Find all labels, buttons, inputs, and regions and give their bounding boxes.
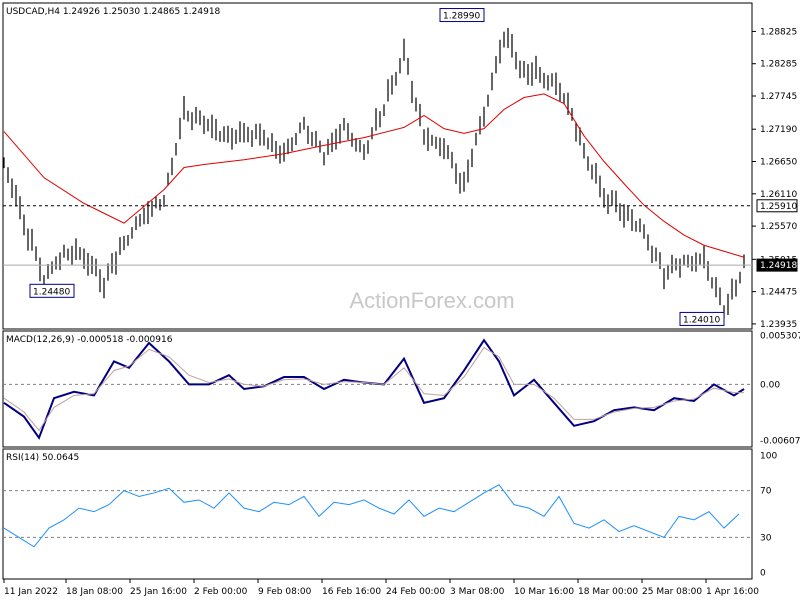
macd-y-tick-label: -0.006074 (760, 436, 800, 446)
rsi-y-tick-label: 0 (760, 569, 766, 579)
rsi-y-tick-label: 100 (760, 452, 777, 462)
macd-y-tick-label: 0.00 (760, 380, 780, 390)
annotation-label: 1.24480 (33, 287, 70, 297)
main-y-tick-label: 1.27745 (760, 92, 797, 102)
main-y-tick-label: 1.23935 (760, 320, 797, 330)
x-tick-label: 24 Feb 00:00 (386, 587, 445, 597)
annotation-label: 1.24010 (683, 315, 720, 325)
x-tick-label: 25 Mar 08:00 (642, 587, 702, 597)
main-header: USDCAD,H4 1.24926 1.25030 1.24865 1.2491… (6, 7, 221, 17)
x-tick-label: 3 Mar 08:00 (450, 587, 505, 597)
x-tick-label: 18 Jan 08:00 (66, 587, 123, 597)
x-tick-label: 16 Feb 16:00 (322, 587, 381, 597)
main-y-tick-label: 1.27190 (760, 125, 797, 135)
level_line-axis-label: 1.25910 (760, 202, 797, 212)
x-tick-label: 10 Mar 16:00 (514, 587, 574, 597)
rsi-y-tick-label: 30 (760, 533, 772, 543)
main-y-tick-label: 1.26110 (760, 190, 797, 200)
watermark: ActionForex.com (349, 288, 514, 313)
main-y-tick-label: 1.26650 (760, 158, 797, 168)
main-y-tick-label: 1.28285 (760, 60, 797, 70)
x-tick-label: 18 Mar 00:00 (578, 587, 638, 597)
annotation-label: 1.28990 (443, 12, 480, 22)
x-tick-label: 11 Jan 2022 (4, 587, 58, 597)
current_price-axis-label: 1.24918 (760, 261, 797, 271)
rsi-y-tick-label: 70 (760, 487, 772, 497)
x-tick-label: 2 Feb 00:00 (194, 587, 248, 597)
x-tick-label: 9 Feb 08:00 (258, 587, 312, 597)
price-annotation: 1.24480 (30, 284, 74, 297)
main-y-tick-label: 1.25570 (760, 222, 797, 232)
price-annotation: 1.24010 (680, 312, 724, 325)
main-y-tick-label: 1.28825 (760, 27, 797, 37)
main-y-tick-label: 1.24475 (760, 288, 797, 298)
price-annotation: 1.28990 (440, 9, 484, 22)
macd-y-tick-label: 0.005307 (760, 332, 800, 342)
x-tick-label: 25 Jan 16:00 (130, 587, 187, 597)
rsi-header: RSI(14) 50.0645 (6, 453, 79, 463)
x-tick-label: 1 Apr 16:00 (706, 587, 759, 597)
